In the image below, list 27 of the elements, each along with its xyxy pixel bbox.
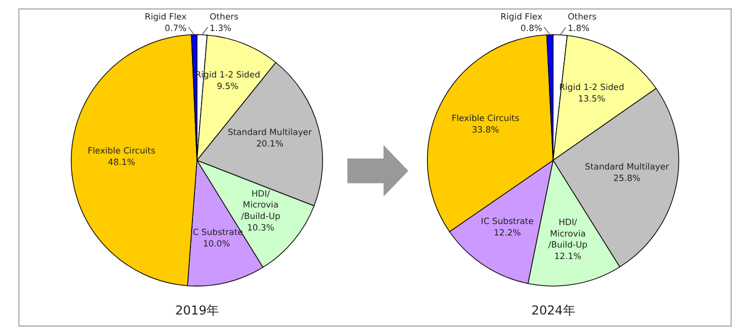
data-label: 10.3% bbox=[247, 224, 274, 234]
data-label: 1.3% bbox=[210, 24, 232, 34]
slice-label: IC Substrate bbox=[480, 216, 534, 227]
data-label: 48.1% bbox=[108, 158, 136, 168]
data-label: 25.8% bbox=[613, 174, 641, 184]
data-label: 12.2% bbox=[494, 228, 521, 238]
slice-label: Others bbox=[568, 12, 598, 23]
text: 2024年 bbox=[531, 304, 575, 318]
data-label: 33.8% bbox=[472, 126, 500, 136]
data-label: 0.7% bbox=[164, 24, 187, 34]
data-label: 13.5% bbox=[578, 94, 606, 104]
data-label: 9.5% bbox=[216, 82, 239, 92]
data-label: 1.8% bbox=[568, 24, 590, 34]
slice-label: HDI/ Microvia /Build-Up bbox=[548, 218, 588, 251]
data-label: 0.8% bbox=[520, 24, 542, 34]
slice-label: Others bbox=[210, 12, 239, 23]
slice-label: HDI/ Microvia /Build-Up bbox=[241, 189, 280, 222]
data-label: 12.1% bbox=[554, 252, 582, 262]
slice-label: Rigid Flex bbox=[144, 12, 187, 22]
slice-label: Standard Multilayer bbox=[584, 162, 670, 173]
slice-label: Rigid Flex bbox=[500, 12, 542, 22]
data-label: 20.1% bbox=[256, 140, 284, 150]
data-label: 10.0% bbox=[202, 240, 230, 250]
slice-label: Flexible Circuits bbox=[452, 114, 520, 124]
slice-label: Flexible Circuits bbox=[88, 146, 156, 156]
slice-label: Standard Multilayer bbox=[228, 128, 312, 138]
text: 2019年 bbox=[175, 304, 219, 318]
